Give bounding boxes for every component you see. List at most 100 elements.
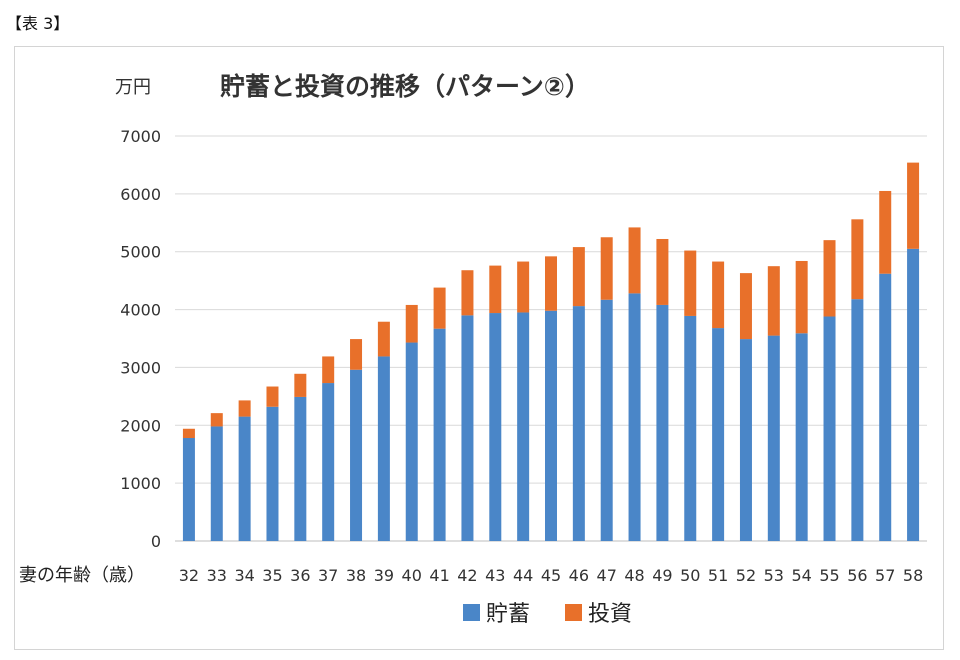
y-tick-label: 5000	[120, 243, 161, 262]
axis-labels: 0 1000 2000 3000 4000 5000 6000 7000 32 33 34 35 36 3…	[120, 127, 923, 585]
bar-segment	[489, 313, 502, 541]
bar-segment	[684, 315, 697, 541]
legend-label: 貯蓄	[486, 602, 530, 627]
x-tick-label: 38	[346, 566, 366, 585]
x-tick-label: 34	[234, 566, 254, 585]
bar-segment	[823, 316, 836, 541]
bar-segment	[851, 219, 864, 300]
y-tick-label: 4000	[120, 301, 161, 320]
bar-segment	[294, 396, 307, 541]
bar-segment	[377, 356, 390, 541]
bar-segment	[238, 416, 251, 541]
bar-segment	[266, 386, 279, 407]
bar-segment	[517, 312, 530, 541]
x-tick-label: 32	[179, 566, 199, 585]
y-tick-label: 3000	[120, 358, 161, 377]
y-tick-label: 0	[151, 532, 161, 551]
bar-segment	[656, 304, 669, 541]
bar-segment	[294, 373, 307, 397]
x-tick-label: 44	[513, 566, 533, 585]
bar-segment	[823, 240, 836, 317]
x-tick-label: 54	[791, 566, 811, 585]
bar-segment	[907, 162, 920, 249]
bar-segment	[628, 293, 641, 541]
bar-segment	[656, 238, 669, 305]
bar-segment	[182, 428, 195, 439]
x-tick-label: 39	[374, 566, 394, 585]
x-tick-label: 33	[207, 566, 227, 585]
chart-title: 貯蓄と投資の推移（パターン②）	[220, 72, 590, 101]
bar-segment	[879, 273, 892, 541]
bar-segment	[739, 339, 752, 541]
legend-swatch	[565, 604, 582, 621]
bar-segment	[433, 328, 446, 541]
x-tick-label: 35	[262, 566, 282, 585]
bar-segment	[322, 383, 335, 541]
bar-segment	[545, 256, 557, 311]
bar-segment	[739, 273, 752, 340]
x-tick-label: 48	[624, 566, 644, 585]
bar-segment	[684, 250, 697, 316]
bar-segment	[461, 270, 474, 316]
bar-segment	[210, 426, 223, 541]
bar-segment	[350, 339, 363, 370]
y-tick-label: 2000	[120, 416, 161, 435]
bar-segment	[879, 190, 892, 274]
legend-label: 投資	[588, 602, 632, 627]
x-tick-label: 55	[819, 566, 839, 585]
y-tick-label: 6000	[120, 185, 161, 204]
bar-segment	[545, 310, 557, 541]
chart-frame: 0 1000 2000 3000 4000 5000 6000 7000 32 33 34 35 36 3…	[14, 46, 944, 650]
x-tick-label: 42	[457, 566, 477, 585]
bar-segment	[600, 237, 613, 300]
x-tick-label: 58	[903, 566, 923, 585]
bar-segment	[712, 261, 725, 329]
x-axis-title: 妻の年齢（歳）	[19, 565, 145, 586]
bar-segment	[795, 333, 808, 541]
x-tick-label: 46	[569, 566, 589, 585]
bar-segment	[489, 265, 502, 314]
bar-segment	[405, 342, 418, 541]
bar-segment	[350, 369, 363, 541]
y-axis-unit: 万円	[115, 77, 151, 98]
x-tick-label: 40	[402, 566, 422, 585]
bar-segment	[767, 266, 780, 336]
bar-segment	[405, 304, 418, 343]
bar-segment	[572, 247, 585, 307]
bar-segment	[322, 356, 335, 384]
bar-segment	[628, 227, 641, 294]
bar-segment	[377, 321, 390, 357]
x-tick-label: 56	[847, 566, 867, 585]
x-tick-label: 36	[290, 566, 310, 585]
bar-segment	[210, 413, 223, 427]
y-tick-label: 7000	[120, 127, 161, 146]
bar-segment	[517, 261, 530, 313]
figure-caption: 【表 3】	[6, 14, 70, 33]
legend: 貯蓄 投資	[463, 602, 632, 627]
bar-segment	[712, 328, 725, 541]
x-tick-label: 51	[708, 566, 728, 585]
bar-segment	[851, 299, 864, 541]
bars	[182, 162, 920, 542]
stacked-bar-chart: 0 1000 2000 3000 4000 5000 6000 7000 32 33 34 35 36 3…	[19, 72, 927, 627]
legend-swatch	[463, 604, 480, 621]
x-tick-label: 52	[736, 566, 756, 585]
x-tick-label: 53	[764, 566, 784, 585]
x-tick-label: 47	[597, 566, 617, 585]
x-tick-label: 57	[875, 566, 895, 585]
x-tick-label: 41	[429, 566, 449, 585]
x-tick-label: 37	[318, 566, 338, 585]
bar-segment	[266, 406, 279, 541]
x-tick-label: 45	[541, 566, 561, 585]
bar-segment	[238, 400, 251, 417]
bar-segment	[600, 299, 613, 541]
bar-segment	[907, 248, 920, 542]
x-tick-label: 50	[680, 566, 700, 585]
x-tick-label: 43	[485, 566, 505, 585]
bar-segment	[767, 335, 780, 541]
x-tick-label: 49	[652, 566, 672, 585]
bar-segment	[182, 438, 195, 541]
bar-segment	[572, 306, 585, 541]
y-tick-label: 1000	[120, 474, 161, 493]
bar-segment	[433, 287, 446, 329]
